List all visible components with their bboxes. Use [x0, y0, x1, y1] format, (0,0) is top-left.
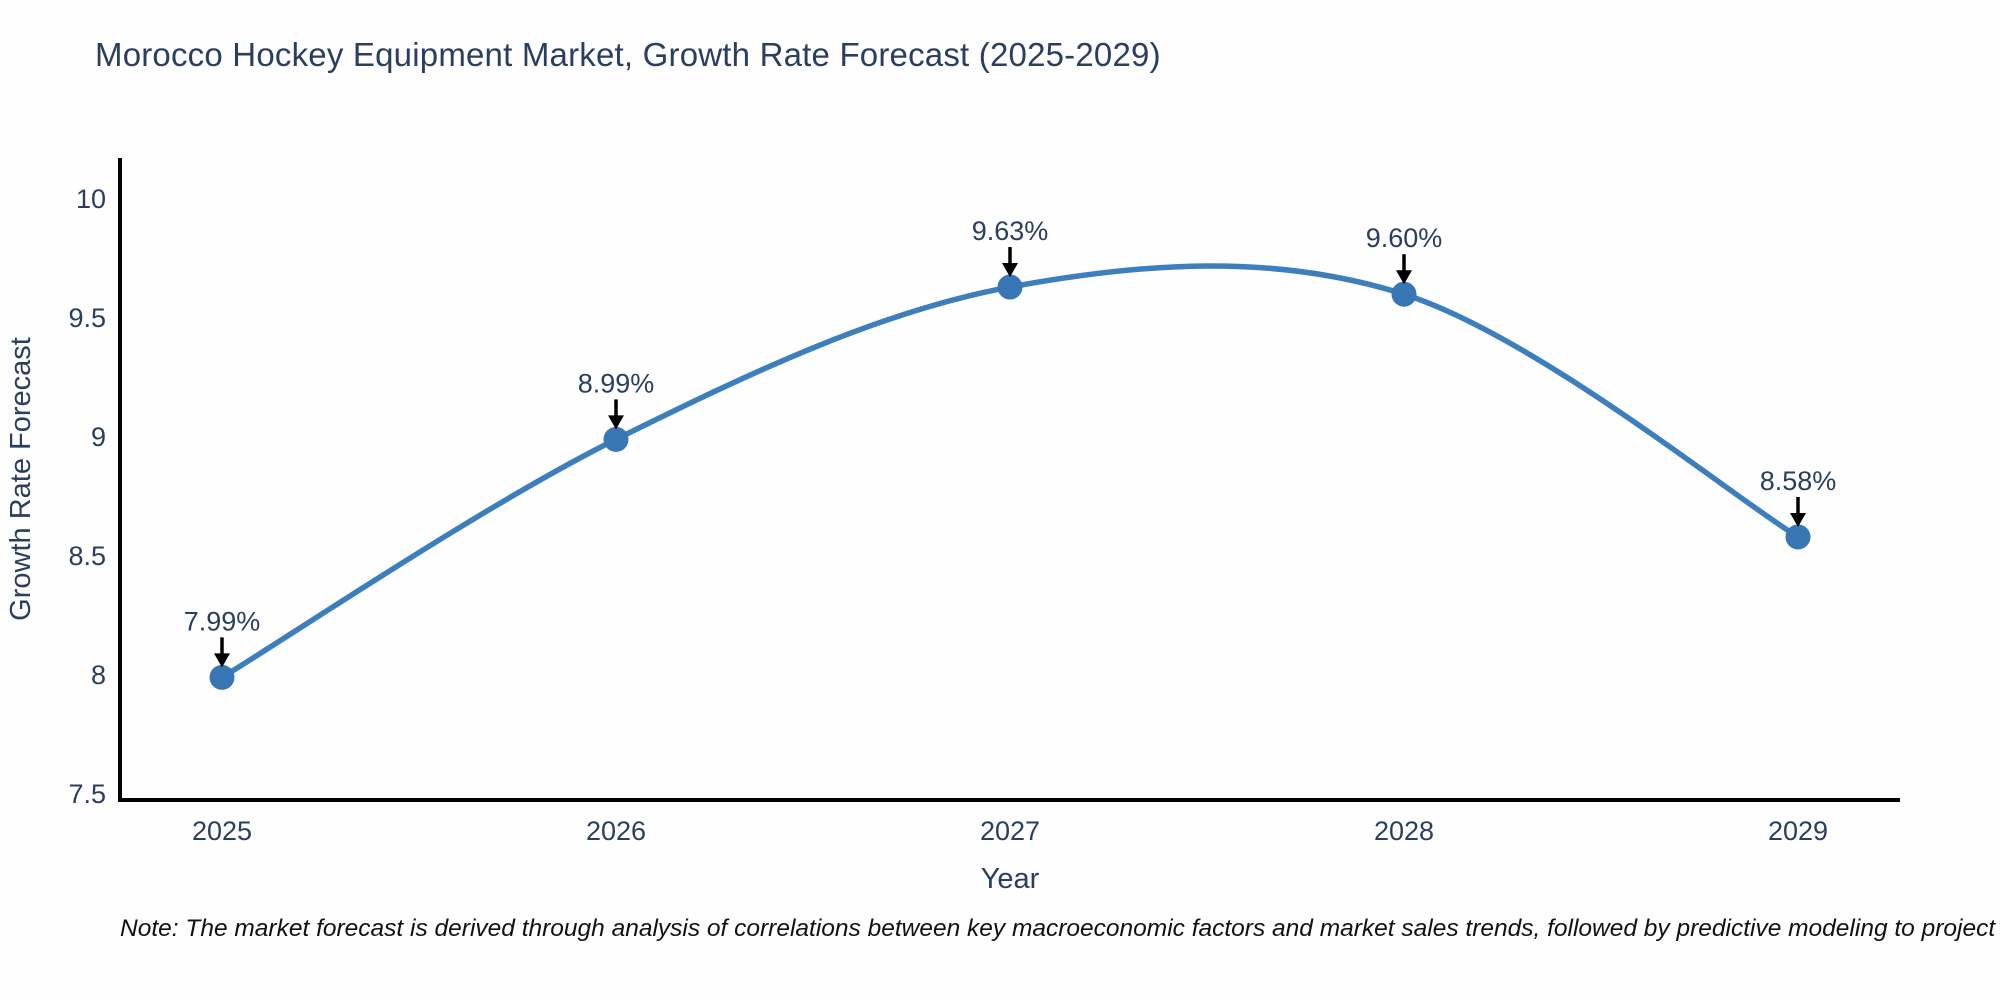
x-tick-label: 2028 [1374, 816, 1434, 846]
data-point-label: 8.58% [1760, 466, 1837, 496]
y-tick-label: 9.5 [68, 303, 106, 333]
data-point-marker [209, 664, 235, 690]
y-tick-label: 8 [91, 660, 106, 690]
y-tick-label: 8.5 [68, 541, 106, 571]
annotation-arrow-head [214, 653, 230, 668]
chart-title: Morocco Hockey Equipment Market, Growth … [95, 36, 1161, 73]
y-tick-label: 9 [91, 422, 106, 452]
data-point-marker [1785, 524, 1811, 550]
data-point-label: 9.63% [972, 216, 1049, 246]
annotation-arrow-head [1002, 263, 1018, 278]
data-point-label: 9.60% [1366, 223, 1443, 253]
chart-footnote: Note: The market forecast is derived thr… [120, 915, 2000, 942]
y-tick-label: 7.5 [68, 779, 106, 809]
x-tick-label: 2027 [980, 816, 1040, 846]
data-point-marker [997, 274, 1023, 300]
x-axis-title: Year [981, 863, 1040, 895]
data-point-marker [603, 426, 629, 452]
data-point-label: 8.99% [578, 368, 655, 398]
annotation-arrow-head [1790, 512, 1806, 527]
x-tick-label: 2025 [192, 816, 252, 846]
x-tick-label: 2026 [586, 816, 646, 846]
forecast-line [219, 263, 1801, 681]
annotation-arrow-head [1396, 270, 1412, 285]
x-tick-label: 2029 [1768, 816, 1828, 846]
y-tick-label: 10 [76, 184, 106, 214]
y-axis-title: Growth Rate Forecast [5, 337, 37, 621]
data-point-marker [1391, 281, 1417, 307]
data-point-label: 7.99% [184, 606, 261, 636]
annotation-arrow-head [608, 415, 624, 430]
